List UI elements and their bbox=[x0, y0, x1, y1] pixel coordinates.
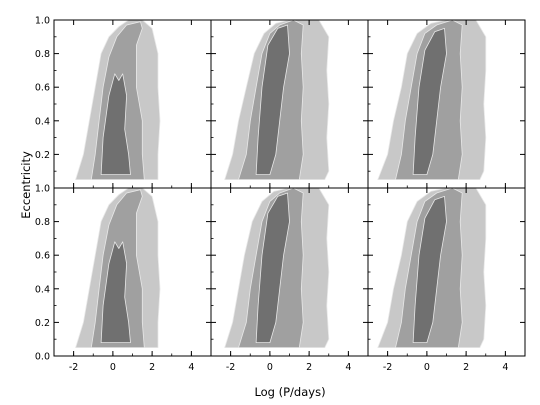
x-tick-label: 2 bbox=[463, 362, 469, 373]
panel-r1c1 bbox=[53, 19, 212, 189]
y-tick-label: 0.4 bbox=[35, 116, 50, 127]
panel-r2c2 bbox=[210, 187, 369, 357]
x-tick-label: 0 bbox=[110, 362, 116, 373]
x-tick-label: 4 bbox=[345, 362, 351, 373]
y-tick-label: 0.0 bbox=[35, 352, 50, 363]
x-tick-label: 2 bbox=[306, 362, 312, 373]
contour-inner-region bbox=[100, 73, 131, 176]
y-tick-label: 0.2 bbox=[35, 150, 50, 161]
panel-r1c2 bbox=[210, 19, 369, 189]
panel-r1c3 bbox=[367, 19, 526, 189]
contour-inner-region bbox=[255, 24, 290, 176]
x-tick-label: 2 bbox=[149, 362, 155, 373]
y-tick-label: 0.6 bbox=[35, 251, 50, 262]
x-tick-label: 0 bbox=[267, 362, 273, 373]
x-tick-label: -2 bbox=[69, 362, 78, 373]
y-tick-label: 0.4 bbox=[35, 284, 50, 295]
x-axis-title: Log (P/days) bbox=[254, 385, 325, 399]
y-tick-label: 1.0 bbox=[35, 184, 50, 195]
panel-r2c3 bbox=[367, 187, 526, 357]
y-tick-label: 1.0 bbox=[35, 16, 50, 27]
y-tick-label: 0.8 bbox=[35, 217, 50, 228]
y-tick-label: 0.6 bbox=[35, 83, 50, 94]
y-axis-title: Eccentricity bbox=[19, 151, 33, 219]
contour-inner-region bbox=[100, 241, 131, 344]
x-tick-label: 4 bbox=[502, 362, 508, 373]
contour-inner-region bbox=[412, 195, 447, 344]
x-tick-label: -2 bbox=[383, 362, 392, 373]
y-tick-label: 0.2 bbox=[35, 318, 50, 329]
x-tick-label: 0 bbox=[424, 362, 430, 373]
y-tick-label: 0.8 bbox=[35, 49, 50, 60]
x-tick-label: 4 bbox=[188, 362, 194, 373]
panel-r2c1 bbox=[53, 187, 212, 357]
contour-inner-region bbox=[255, 192, 290, 344]
contour-inner-region bbox=[412, 27, 447, 176]
x-tick-label: -2 bbox=[226, 362, 235, 373]
